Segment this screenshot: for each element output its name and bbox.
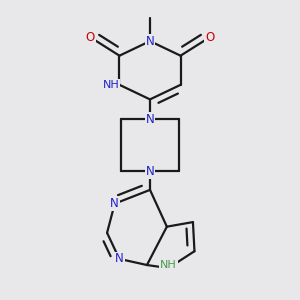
- Text: O: O: [205, 31, 214, 44]
- Text: N: N: [115, 252, 124, 266]
- Text: NH: NH: [160, 260, 177, 270]
- Text: N: N: [110, 197, 119, 210]
- Text: NH: NH: [103, 80, 119, 90]
- Text: N: N: [146, 165, 154, 178]
- Text: N: N: [146, 113, 154, 126]
- Text: N: N: [146, 34, 154, 48]
- Text: O: O: [86, 31, 95, 44]
